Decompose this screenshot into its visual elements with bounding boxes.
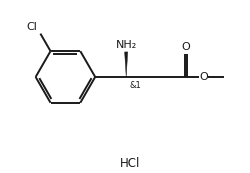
Text: NH₂: NH₂ <box>116 40 137 49</box>
Text: Cl: Cl <box>27 22 38 32</box>
Text: O: O <box>182 42 190 52</box>
Polygon shape <box>125 52 128 77</box>
Text: O: O <box>199 72 208 82</box>
Text: &1: &1 <box>129 81 141 90</box>
Text: HCl: HCl <box>120 157 140 170</box>
